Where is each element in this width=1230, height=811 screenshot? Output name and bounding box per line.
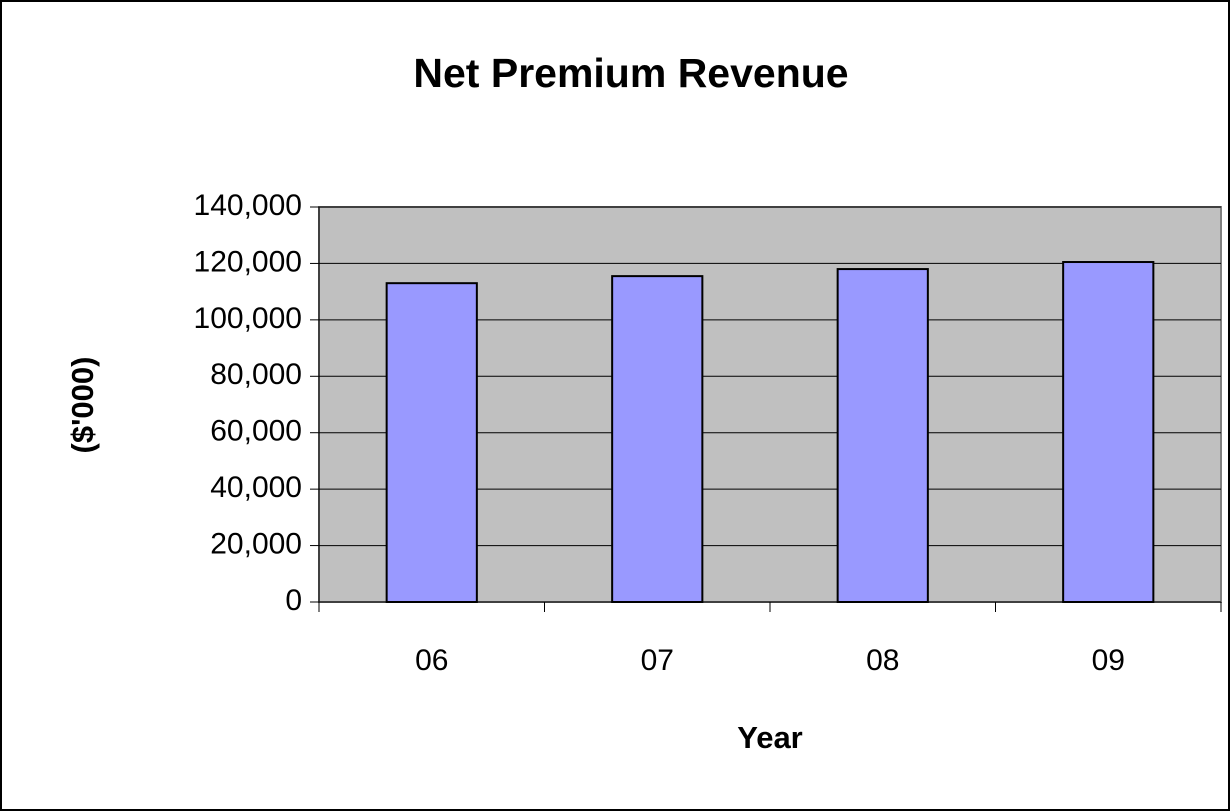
x-tick-label: 08 [866, 644, 899, 677]
x-tick-label: 07 [641, 644, 674, 677]
x-tick-label: 06 [415, 644, 448, 677]
bar [836, 268, 929, 603]
y-tick-label: 100,000 [194, 302, 302, 335]
y-tick-label: 20,000 [210, 527, 302, 560]
y-tick-label: 40,000 [210, 471, 302, 504]
y-axis-label: ($'000) [65, 357, 100, 454]
chart-title: Net Premium Revenue [413, 50, 848, 96]
bar [611, 275, 704, 603]
y-tick-label: 0 [285, 584, 302, 617]
x-axis-label: Year [737, 720, 803, 755]
y-tick-label: 120,000 [194, 245, 302, 278]
y-tick-label: 80,000 [210, 358, 302, 391]
bar [1062, 261, 1155, 603]
x-tick-label: 09 [1092, 644, 1125, 677]
bar [385, 282, 478, 603]
y-tick-label: 140,000 [194, 189, 302, 222]
y-tick-label: 60,000 [210, 415, 302, 448]
